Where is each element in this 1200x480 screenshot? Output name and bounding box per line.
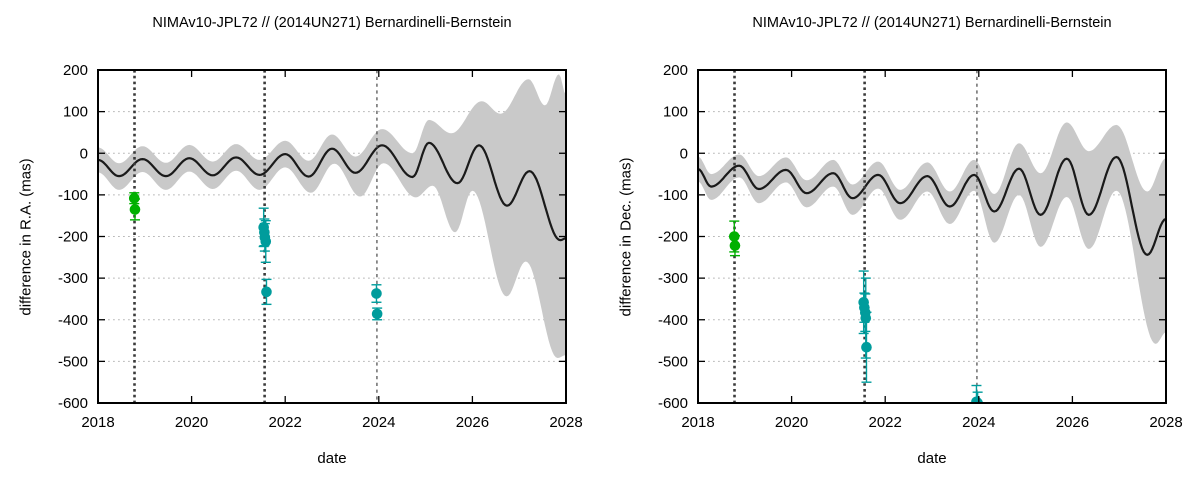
data-point (972, 397, 983, 403)
y-tick-label: -500 (58, 353, 88, 370)
y-tick-label: 0 (80, 145, 88, 162)
y-tick-label: 100 (63, 104, 88, 121)
plot-area (98, 70, 566, 403)
y-tick-label: 0 (680, 145, 688, 162)
chart-title: NIMAv10-JPL72 // (2014UN271) Bernardinel… (752, 15, 1112, 31)
chart-title: NIMAv10-JPL72 // (2014UN271) Bernardinel… (152, 15, 512, 31)
ra-residuals-chart: 2018 2020 2022 2024 2026 2028 200 100 0 -100 -200 -… (17, 15, 583, 467)
data-point (371, 288, 382, 299)
x-tick-label: 2028 (549, 414, 582, 431)
uncertainty-band (98, 74, 566, 358)
y-axis-label: difference in R.A. (mas) (17, 158, 35, 316)
y-tick-label: -100 (658, 187, 688, 204)
x-tick-label: 2018 (81, 414, 114, 431)
dec-chart-canvas: 2018 2020 2022 2024 2026 2028 200 100 0 -100 -200 -… (658, 62, 1183, 431)
uncertainty-band (698, 122, 1166, 344)
y-tick-label: -100 (58, 187, 88, 204)
y-tick-label: -200 (658, 229, 688, 246)
y-tick-label: -200 (58, 229, 88, 246)
data-point (728, 231, 740, 242)
data-point (128, 192, 140, 204)
dec-residuals-chart: 2018 2020 2022 2024 2026 2028 200 100 0 -100 -200 -… (600, 0, 1200, 480)
x-tick-label: 2024 (962, 414, 995, 431)
y-tick-label: 100 (663, 104, 688, 121)
ra-chart-canvas: 2018 2020 2022 2024 2026 2028 200 100 0 -100 -200 -… (58, 62, 583, 431)
x-tick-label: 2028 (1149, 414, 1182, 431)
data-point (260, 236, 272, 247)
x-tick-label: 2020 (175, 414, 208, 431)
data-point (861, 341, 872, 353)
data-point (729, 240, 741, 251)
x-tick-label: 2026 (1056, 414, 1089, 431)
x-axis-label: date (917, 450, 947, 467)
y-tick-label: -400 (58, 312, 88, 329)
data-point (261, 286, 272, 298)
data-point (129, 204, 141, 215)
y-axis-label: difference in Dec. (mas) (617, 157, 635, 317)
y-tick-label: -600 (658, 395, 688, 412)
y-tick-label: 200 (663, 62, 688, 79)
x-tick-label: 2020 (775, 414, 808, 431)
plot-area (698, 70, 1166, 403)
y-tick-label: 200 (63, 62, 88, 79)
x-tick-label: 2022 (869, 414, 902, 431)
y-tick-label: -600 (58, 395, 88, 412)
y-tick-label: -500 (658, 353, 688, 370)
model-line (98, 141, 566, 242)
data-point (860, 312, 872, 324)
x-tick-label: 2024 (362, 414, 395, 431)
model-line (698, 155, 1166, 256)
data-point (371, 308, 383, 320)
x-tick-label: 2018 (681, 414, 714, 431)
y-tick-label: -300 (658, 270, 688, 287)
x-tick-label: 2026 (456, 414, 489, 431)
y-tick-label: -400 (658, 312, 688, 329)
x-tick-label: 2022 (269, 414, 302, 431)
x-axis-label: date (317, 450, 347, 467)
y-tick-label: -300 (58, 270, 88, 287)
